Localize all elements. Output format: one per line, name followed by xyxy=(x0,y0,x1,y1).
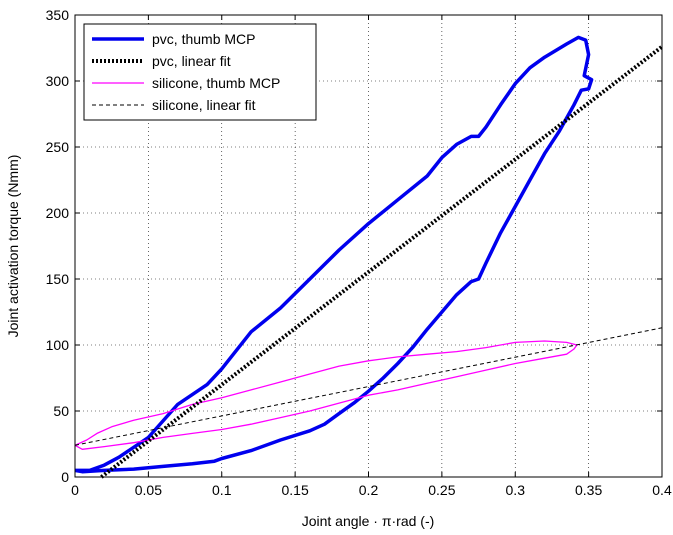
y-tick-label: 100 xyxy=(46,337,70,353)
y-tick-label: 250 xyxy=(46,139,70,155)
x-tick-label: 0.25 xyxy=(428,482,455,498)
y-tick-label: 300 xyxy=(46,73,70,89)
x-tick-label: 0.1 xyxy=(212,482,232,498)
x-tick-label: 0 xyxy=(71,482,79,498)
x-axis-label: Joint angle · π·rad (-) xyxy=(302,513,435,529)
y-tick-label: 150 xyxy=(46,271,70,287)
ticks: 0 0.05 0.1 0.15 0.2 0.25 0.3 0.35 0.4 0 50 100 150 20… xyxy=(46,7,672,498)
x-tick-label: 0.35 xyxy=(575,482,602,498)
x-tick-label: 0.3 xyxy=(506,482,526,498)
legend-label: pvc, thumb MCP xyxy=(152,31,255,47)
x-tick-label: 0.05 xyxy=(135,482,162,498)
legend: pvc, thumb MCP pvc, linear fit silicone, t… xyxy=(83,23,317,121)
x-tick-label: 0.15 xyxy=(282,482,309,498)
y-tick-label: 350 xyxy=(46,7,70,23)
series-line-pvc-linear-fit xyxy=(100,45,664,479)
legend-label: pvc, linear fit xyxy=(152,53,231,69)
legend-label: silicone, linear fit xyxy=(152,97,256,113)
legend-label: silicone, thumb MCP xyxy=(152,75,280,91)
series-line-silicone-linear-fit xyxy=(74,327,663,446)
x-tick-label: 0.4 xyxy=(652,482,672,498)
y-tick-label: 0 xyxy=(61,469,69,485)
y-tick-label: 50 xyxy=(53,403,69,419)
y-tick-label: 200 xyxy=(46,205,70,221)
series-line-pvc-thumb-mcp xyxy=(74,35,594,474)
series-layer xyxy=(74,35,664,479)
y-axis-label: Joint activation torque (Nmm) xyxy=(5,155,21,338)
x-tick-label: 0.2 xyxy=(359,482,379,498)
